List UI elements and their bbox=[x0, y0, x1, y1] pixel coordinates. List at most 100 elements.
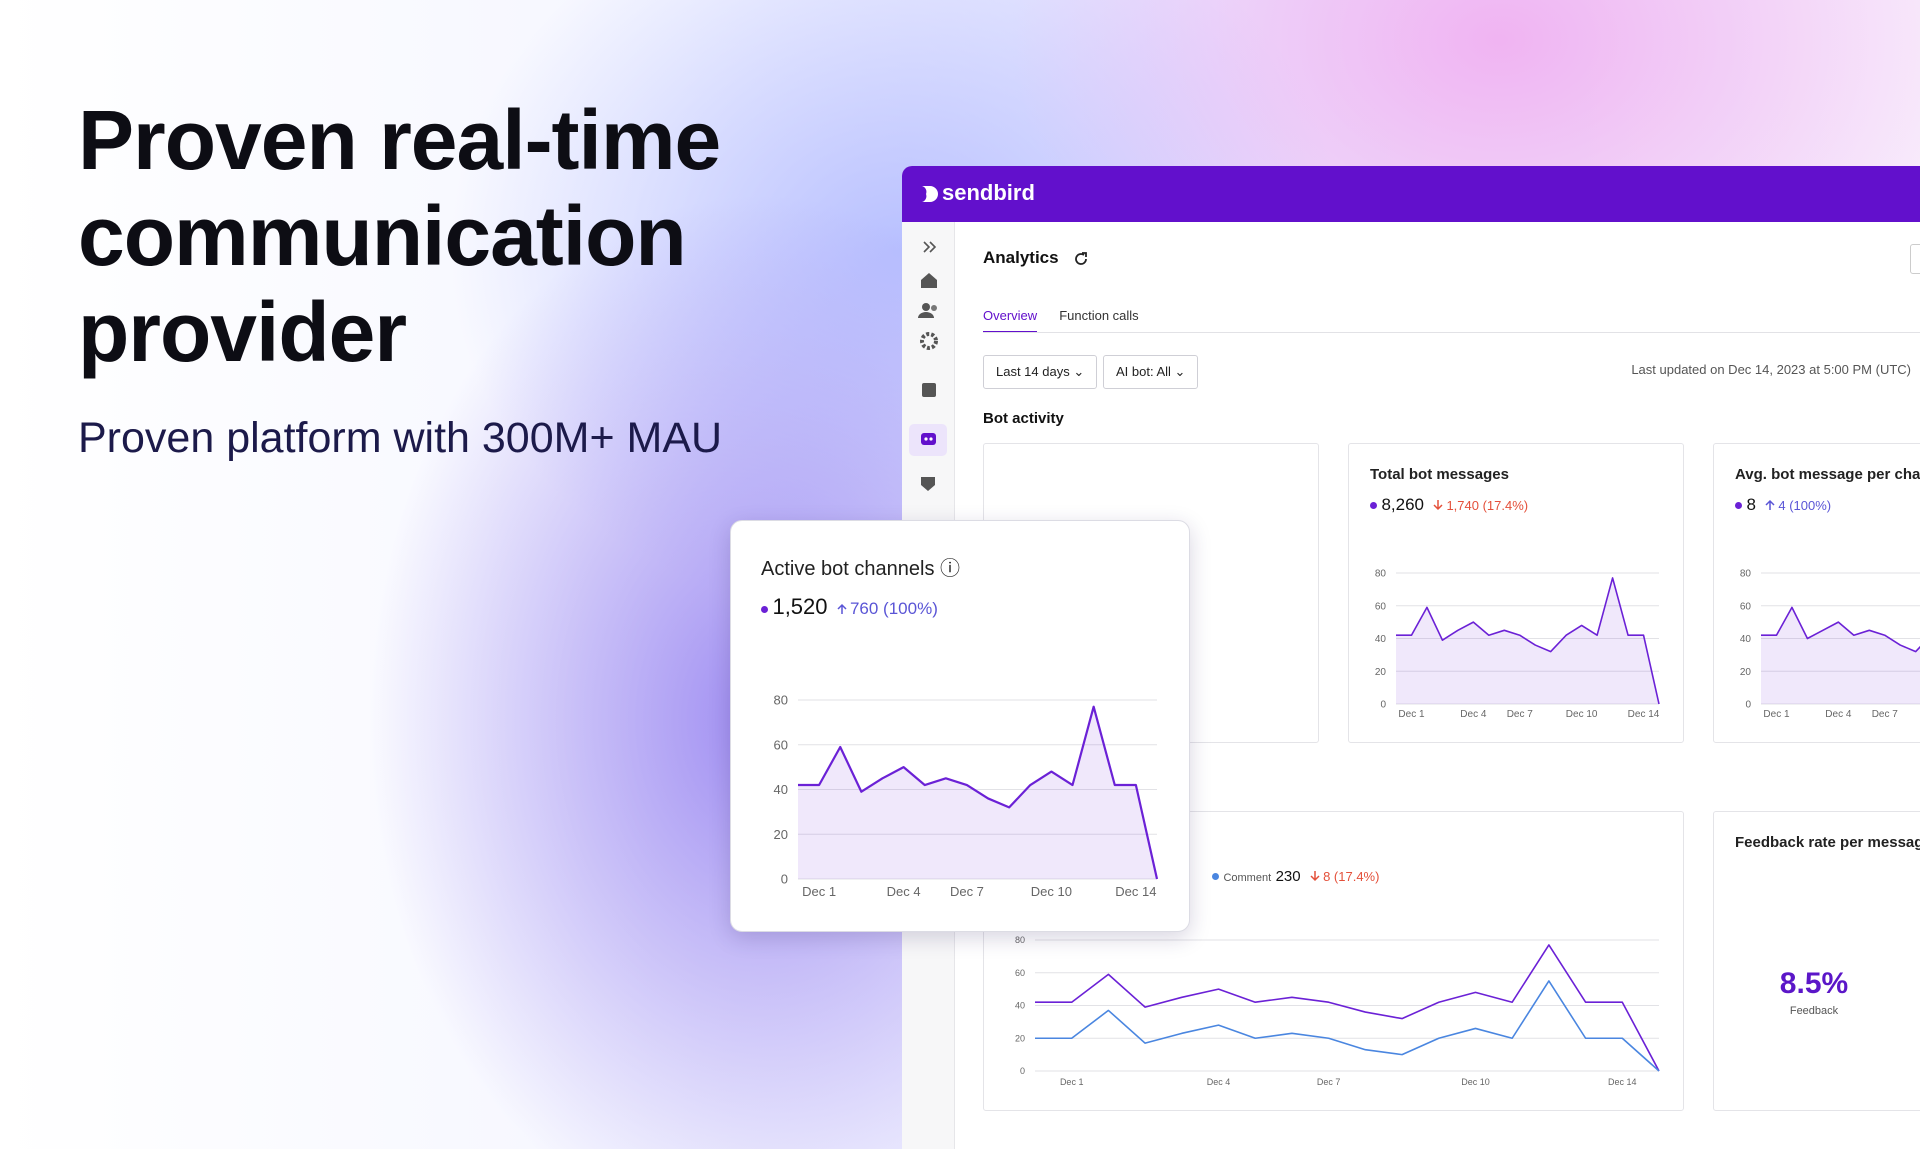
card-title: Total bot messages bbox=[1370, 466, 1509, 483]
filter-label: Last 14 days bbox=[996, 364, 1070, 379]
summary-value: 1,520 bbox=[772, 594, 828, 619]
legend-dot bbox=[761, 606, 768, 614]
line bbox=[798, 705, 1159, 880]
x-tick-label: Dec 14 bbox=[1628, 709, 1660, 720]
change: 760 (100%) bbox=[849, 599, 938, 618]
summary-value: 230 bbox=[1275, 868, 1301, 885]
y-tick-label: 0 bbox=[1380, 700, 1386, 711]
legend-item: Comment 230 8 (17.4%) bbox=[1212, 868, 1379, 886]
x-tick-label: Dec 4 bbox=[1460, 709, 1487, 720]
legend-dot bbox=[1735, 502, 1742, 510]
chart: 0 20 40 60 80 Dec 1 Dec 4 Dec 7 Dec 10 Dec 14 bbox=[1015, 935, 1660, 1087]
tab-divider bbox=[983, 332, 1920, 333]
x-tick-label: Dec 14 bbox=[1115, 884, 1156, 899]
y-tick-label: 40 bbox=[1740, 634, 1752, 645]
change: 1,740 (17.4%) bbox=[1446, 498, 1529, 513]
filter-dropdown[interactable]: Last 14 days ⌄ bbox=[983, 355, 1098, 389]
change-arrow bbox=[1310, 871, 1320, 882]
filter-label: AI bot: All bbox=[1116, 364, 1171, 379]
x-tick-label: Dec 10 bbox=[1566, 709, 1598, 720]
x-tick-label: Dec 7 bbox=[950, 884, 984, 899]
feedback-card: Feedback rate per messag 8.5% Feedback bbox=[1713, 811, 1920, 1111]
line bbox=[1396, 577, 1660, 705]
y-tick-label: 60 bbox=[1740, 601, 1752, 612]
card-title: Avg. bot message per cha bbox=[1735, 466, 1920, 483]
card-title-text: Active bot channels bbox=[761, 558, 935, 580]
legend-name: Comment bbox=[1223, 872, 1272, 884]
x-tick-label: Dec 4 bbox=[1207, 1077, 1231, 1087]
logo-icon bbox=[922, 186, 938, 202]
hero-title: Proven real-time communication provider bbox=[78, 93, 721, 379]
x-tick-label: Dec 10 bbox=[1461, 1077, 1490, 1087]
change-arrow bbox=[837, 603, 847, 614]
line bbox=[1035, 944, 1660, 1072]
change: 4 (100%) bbox=[1778, 498, 1832, 513]
y-tick-label: 20 bbox=[774, 827, 788, 842]
chart: 0 20 40 60 80 Dec 1 Dec 4 Dec 7 Dec 10 Dec 14 bbox=[774, 693, 1159, 899]
refresh-icon[interactable] bbox=[1072, 250, 1090, 268]
change-arrow bbox=[1433, 500, 1443, 511]
y-tick-label: 0 bbox=[1020, 1066, 1025, 1076]
last-updated: Last updated on Dec 14, 2023 at 5:00 PM … bbox=[1631, 362, 1911, 377]
y-tick-label: 20 bbox=[1740, 667, 1752, 678]
hero-subtitle: Proven platform with 300M+ MAU bbox=[78, 414, 723, 462]
feedback-value: 8.5% bbox=[1779, 967, 1849, 1000]
chart-card: Avg. bot message per cha 8 4 (100%) bbox=[1713, 443, 1920, 743]
legend-dot bbox=[1212, 873, 1219, 881]
x-tick-label: Dec 1 bbox=[1398, 709, 1425, 720]
popup-card: Active bot channels ⓘ 1,520 760 (100%) 0… bbox=[730, 520, 1190, 932]
top-bar: sendbird bbox=[902, 166, 1920, 222]
x-tick-label: Dec 7 bbox=[1872, 709, 1899, 720]
filter-dropdown[interactable]: AI bot: All ⌄ bbox=[1103, 355, 1199, 389]
x-tick-label: Dec 4 bbox=[887, 884, 921, 899]
summary: 8 4 (100%) bbox=[1735, 495, 1831, 515]
change-arrow bbox=[1765, 499, 1775, 510]
tab[interactable]: Function calls bbox=[1059, 308, 1139, 323]
card-title: Feedback rate per messag bbox=[1735, 834, 1920, 851]
x-tick-label: Dec 14 bbox=[1608, 1077, 1637, 1087]
brand: sendbird bbox=[942, 180, 1035, 205]
tab[interactable]: Overview bbox=[983, 308, 1038, 333]
area bbox=[1761, 607, 1920, 704]
y-tick-label: 20 bbox=[1375, 667, 1387, 678]
section-title: Bot activity bbox=[983, 410, 1064, 427]
x-tick-label: Dec 1 bbox=[1060, 1077, 1084, 1087]
action-button[interactable] bbox=[1910, 244, 1920, 274]
tabs: Overview Function calls bbox=[983, 307, 1161, 333]
y-tick-label: 60 bbox=[774, 737, 788, 752]
y-tick-label: 60 bbox=[1015, 968, 1025, 978]
x-tick-label: Dec 7 bbox=[1507, 709, 1534, 720]
page-title: Analytics bbox=[983, 248, 1059, 267]
sidebar-icons[interactable] bbox=[902, 222, 955, 722]
change: 8 (17.4%) bbox=[1323, 869, 1380, 884]
x-tick-label: Dec 1 bbox=[802, 884, 836, 899]
line bbox=[1035, 980, 1660, 1072]
y-tick-label: 80 bbox=[1375, 569, 1387, 580]
feedback-label: Feedback bbox=[1789, 1005, 1839, 1017]
y-tick-label: 40 bbox=[1375, 634, 1387, 645]
legend-dot bbox=[1370, 502, 1377, 510]
y-tick-label: 80 bbox=[1740, 569, 1752, 580]
chart-card: Total bot messages 8,260 1,740 (17.4%) bbox=[1348, 443, 1684, 743]
y-tick-label: 80 bbox=[1015, 935, 1025, 945]
y-tick-label: 40 bbox=[774, 782, 788, 797]
summary: 8,260 1,740 (17.4%) bbox=[1370, 495, 1528, 515]
x-tick-label: Dec 10 bbox=[1031, 884, 1072, 899]
card-title: Active bot channels ⓘ bbox=[761, 558, 960, 580]
y-tick-label: 0 bbox=[1745, 700, 1751, 711]
y-tick-label: 0 bbox=[781, 872, 788, 887]
y-tick-label: 40 bbox=[1015, 1001, 1025, 1011]
x-tick-label: Dec 4 bbox=[1825, 709, 1852, 720]
summary: 1,520 760 (100%) bbox=[761, 594, 938, 620]
y-tick-label: 20 bbox=[1015, 1033, 1025, 1043]
x-tick-label: Dec 7 bbox=[1317, 1077, 1341, 1087]
x-tick-label: Dec 1 bbox=[1763, 709, 1790, 720]
y-tick-label: 60 bbox=[1375, 601, 1387, 612]
chart: 0 20 40 60 80 Dec 1 Dec 4 Dec 7 Dec 10 Dec 14 bbox=[1375, 569, 1660, 721]
y-tick-label: 80 bbox=[774, 693, 788, 708]
summary-value: 8 bbox=[1746, 495, 1756, 514]
summary-value: 8,260 bbox=[1381, 495, 1424, 514]
line bbox=[1761, 606, 1920, 653]
